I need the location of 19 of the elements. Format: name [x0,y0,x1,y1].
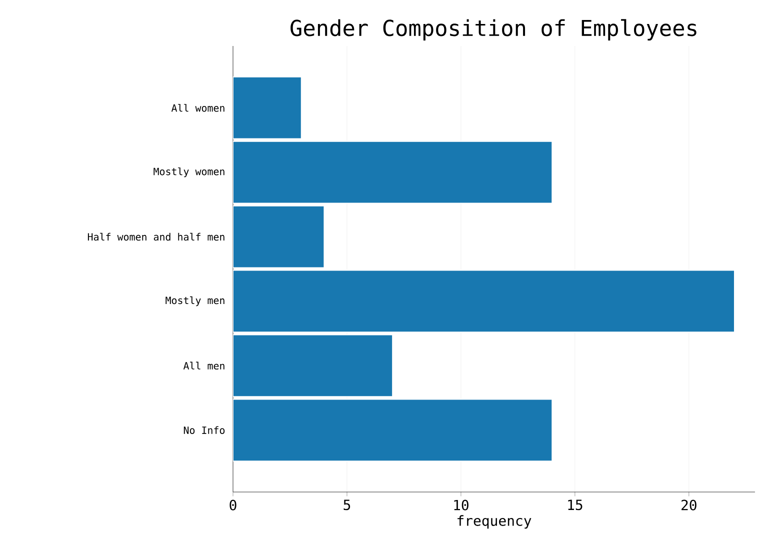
bar [233,398,553,462]
x-tick-label: 10 [454,500,468,510]
bar [233,205,325,268]
x-tick-label: 5 [344,500,350,510]
y-tick-label: All men [183,362,224,370]
bar [233,140,553,204]
y-tick-label: Mostly women [154,167,224,178]
y-tick-label: Half women and half men [88,232,224,241]
y-tick-label: All women [171,104,224,112]
y-tick-label: Mostly men [166,296,224,306]
bar [233,76,302,140]
x-tick-label: 15 [568,500,582,510]
x-tick-label: 20 [682,500,696,510]
chart-title: Gender Composition of Employees [290,19,696,40]
y-tick-label: No Info [184,426,225,434]
bar [233,334,394,398]
bar [233,270,735,333]
x-tick-label: 0 [230,500,236,510]
x-axis-title: frequency [458,515,532,529]
